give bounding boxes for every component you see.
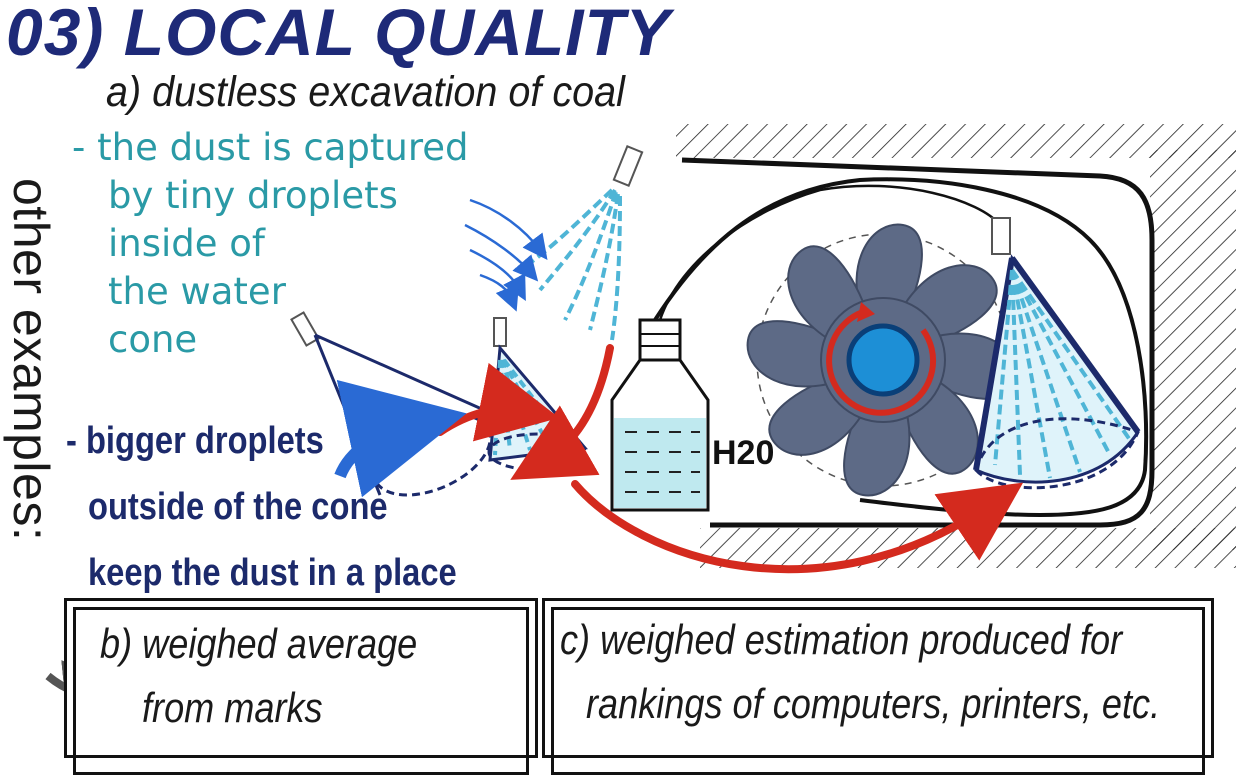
blue-arrow [334, 379, 467, 498]
subtitle: a) dustless excavation of coal [106, 68, 625, 116]
illustration [45, 124, 1236, 735]
dust-text-line: the water [108, 270, 286, 313]
side-label: other examples: [3, 178, 59, 542]
box-b-line: from marks [142, 684, 323, 731]
dust-text-line: - the dust is captured [72, 126, 469, 169]
rock-hatching [676, 124, 1236, 568]
large-cone [973, 217, 1141, 490]
box-c-line: rankings of computers, printers, etc. [586, 680, 1161, 727]
page-title: 03) LOCAL QUALITY [6, 0, 671, 69]
water-bottle [610, 318, 710, 512]
dust-flow-lines [464, 198, 548, 312]
dust-text-line: cone [108, 318, 198, 361]
droplet-text-line: - bigger droplets [66, 420, 324, 462]
dust-text-line: inside of [108, 222, 265, 265]
spray-top [518, 145, 644, 341]
hose-line [658, 184, 1001, 321]
box-c-line: c) weighed estimation produced for [560, 616, 1123, 663]
water-label: H20 [712, 434, 775, 472]
machine-outline [653, 177, 1149, 518]
box-b [64, 598, 538, 775]
small-cone [487, 317, 588, 472]
droplet-text-line: keep the dust in a place [88, 552, 457, 594]
dust-text-line: by tiny droplets [108, 174, 398, 217]
diagram-stage: 03) LOCAL QUALITY a) dustless excavation… [3, 0, 1236, 775]
droplet-text-line: outside of the cone [88, 486, 388, 528]
tunnel-outline [681, 157, 1155, 528]
box-b-line: b) weighed average [100, 620, 418, 667]
